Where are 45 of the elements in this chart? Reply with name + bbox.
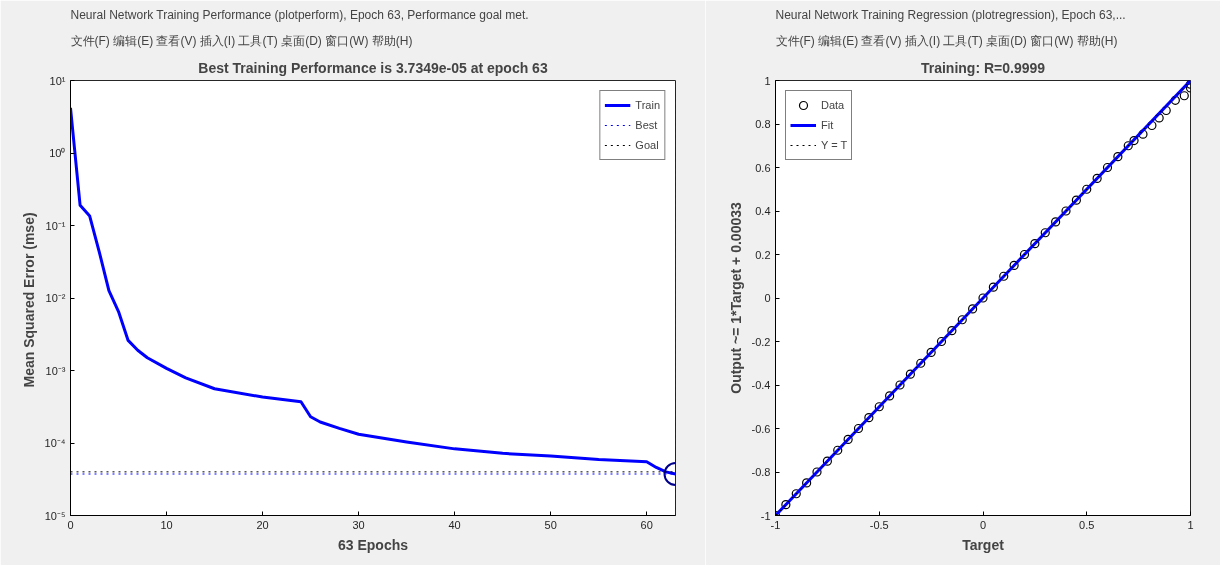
x-tick-label: -0.5 — [869, 518, 889, 531]
text: Neural Network Training Performance (plotperform), Epoch 63, Performance goal met. — [70, 7, 529, 22]
x-tick-label: 0 — [67, 518, 74, 531]
y-tick-label: -0.2 — [751, 335, 771, 348]
ref-line-label: Best — [635, 118, 658, 133]
legend-label: Fit — [821, 118, 835, 133]
y-tick-label: 0.2 — [755, 248, 771, 261]
text: 文件(F) 编辑(E) 查看(V) 插入(I) 工具(T) 桌面(D) 窗口(W) 帮助(H) — [775, 33, 1118, 48]
x-tick-label: 0 — [979, 518, 987, 531]
y-tick-label: 10⁻⁵ — [44, 509, 66, 522]
text: Neural Network Training Regression (plotregression), Epoch 63,... — [775, 7, 1126, 22]
y-tick-label: 0 — [764, 292, 771, 304]
legend-label: Goal — [635, 138, 659, 153]
y-tick-label: 10¹ — [49, 74, 66, 87]
y-tick-label: 1 — [764, 74, 771, 87]
y-tick-label: 0.6 — [755, 161, 771, 174]
x-tick-label: 50 — [544, 518, 557, 531]
y-axis-title: Mean Squared Error (mse) — [20, 212, 37, 388]
x-tick-label: 20 — [256, 518, 269, 531]
legend-label: Train — [635, 98, 660, 113]
y-tick-label: 10⁻³ — [45, 364, 66, 377]
x-tick-label: 10 — [160, 518, 173, 531]
x-tick-label: 30 — [352, 518, 365, 531]
y-axis-title: Output ~= 1*Target + 0.00033 — [727, 202, 744, 394]
y-tick-label: 0.8 — [755, 118, 771, 130]
x-axis-title: 63 Epochs — [337, 536, 409, 553]
x-axis-title: Target — [962, 536, 1005, 553]
x-tick-label: 60 — [640, 518, 653, 531]
y-tick-label: 10⁻¹ — [45, 219, 66, 232]
x-tick-label: 40 — [448, 518, 461, 531]
legend-label: Y = T — [821, 138, 848, 153]
y-tick-label: 10⁻⁴ — [44, 437, 66, 449]
chart-title: Training: R=0.9999 — [920, 59, 1046, 76]
chart-title: Best Training Performance is 3.7349e-05 at epoch 63 — [198, 59, 548, 76]
y-tick-label: 10⁰ — [49, 147, 66, 159]
y-tick-label: -0.6 — [751, 422, 771, 435]
y-tick-label: -0.4 — [751, 379, 771, 391]
x-tick-label: 0.5 — [1079, 518, 1095, 531]
y-tick-label: 0.4 — [755, 205, 771, 217]
legend-label: Data — [821, 98, 845, 113]
x-tick-label: 1 — [1187, 518, 1194, 531]
y-tick-label: 10⁻² — [45, 292, 66, 304]
y-tick-label: -1 — [760, 509, 771, 522]
text: 文件(F) 编辑(E) 查看(V) 插入(I) 工具(T) 桌面(D) 窗口(W) 帮助(H) — [70, 33, 413, 48]
y-tick-label: -0.8 — [751, 466, 771, 478]
